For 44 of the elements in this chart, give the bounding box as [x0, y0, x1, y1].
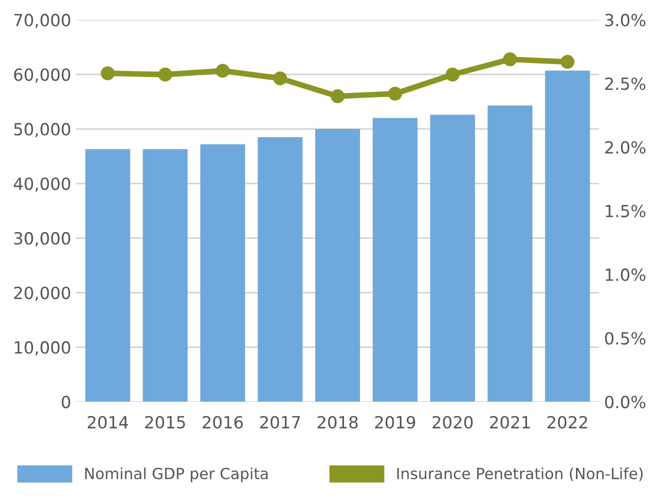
bar [488, 106, 532, 402]
legend-label: Insurance Penetration (Non-Life) [397, 467, 643, 482]
legend-label: Nominal GDP per Capita [85, 467, 268, 482]
y-tick-label: 20,000 [14, 286, 70, 301]
y2-tick-label: 3.0% [605, 14, 646, 26]
point [100, 66, 115, 80]
x-tick-label: 2015 [145, 416, 185, 429]
point [503, 52, 517, 66]
x-tick-label: 2021 [490, 416, 530, 429]
point [560, 54, 574, 69]
y2-tick-label: 2.5% [605, 77, 646, 90]
point [330, 89, 345, 104]
bar [545, 70, 590, 402]
y-tick-label: 60,000 [14, 68, 70, 83]
bar [258, 137, 303, 402]
point [273, 71, 288, 86]
y2-tick-label: 1.5% [606, 204, 646, 218]
y-tick-label: 70,000 [14, 14, 70, 28]
y2-tick-label: 0.0% [605, 396, 646, 408]
x-tick-label: 2022 [548, 416, 588, 429]
point [216, 64, 230, 78]
bar [372, 118, 418, 402]
y-tick-label: 0 [62, 396, 70, 408]
y-tick-label: 30,000 [14, 232, 70, 246]
x-tick-label: 2017 [260, 416, 300, 429]
bar [85, 149, 130, 402]
y2-tick-label: 2.0% [605, 141, 646, 154]
x-tick-label: 2019 [375, 416, 416, 429]
bar [142, 149, 188, 402]
bar [200, 144, 246, 402]
x-tick-label: 2020 [432, 416, 473, 429]
point [388, 86, 402, 101]
bar [430, 114, 475, 402]
x-tick-label: 2018 [318, 416, 358, 429]
x-tick-label: 2016 [202, 416, 243, 429]
point [158, 68, 172, 82]
y-tick-label: 50,000 [14, 122, 70, 138]
point [446, 68, 460, 82]
y-tick-label: 10,000 [14, 341, 70, 356]
y2-tick-label: 0.5% [605, 332, 646, 345]
y-tick-label: 40,000 [14, 177, 70, 192]
x-tick-label: 2014 [88, 416, 128, 429]
bar [315, 128, 360, 402]
y2-tick-label: 1.0% [606, 268, 646, 282]
